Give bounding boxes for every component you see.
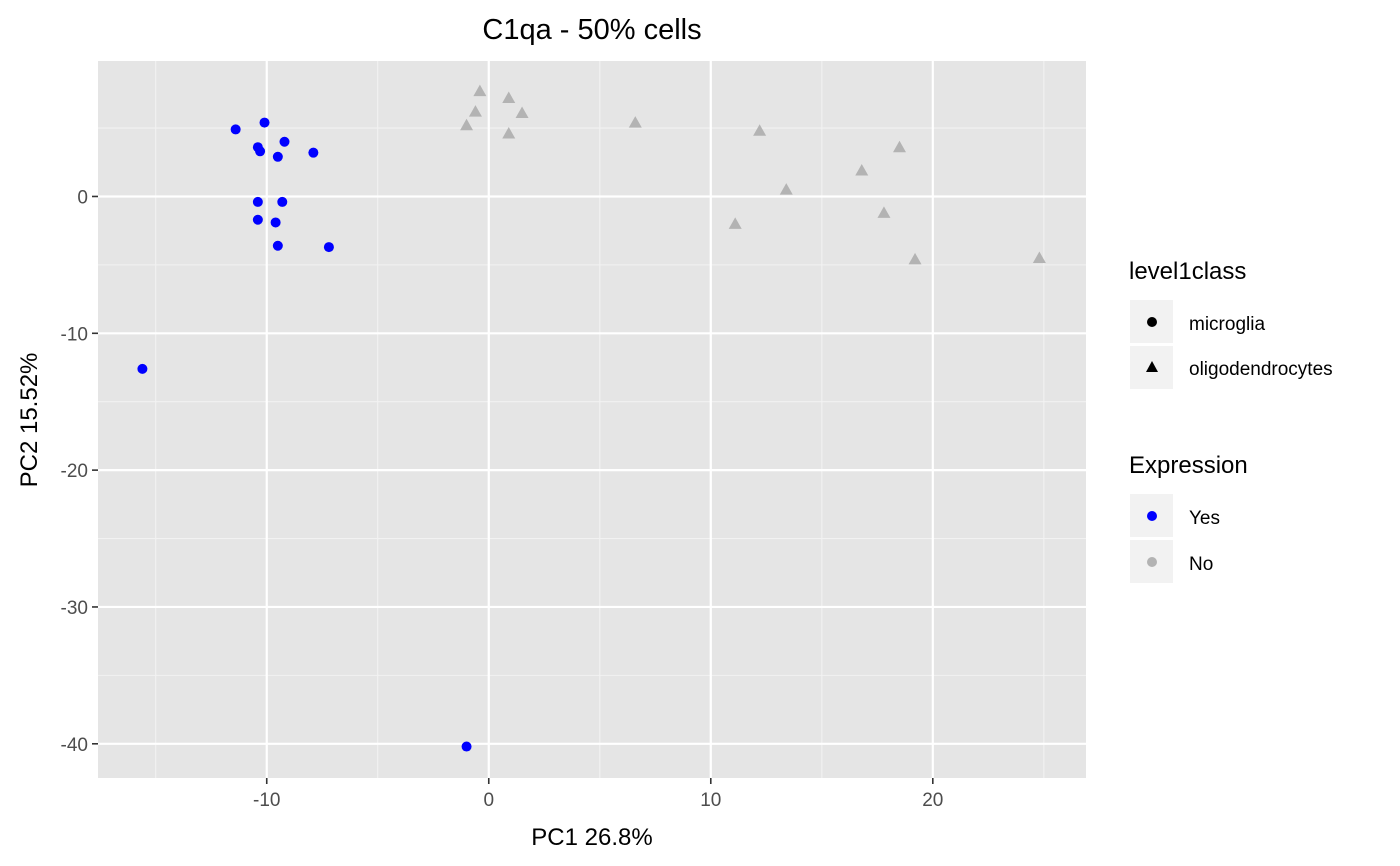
- x-tick-label: -10: [253, 790, 280, 811]
- data-point-microglia: [137, 363, 148, 374]
- legend-label-microglia: microglia: [1189, 314, 1265, 335]
- y-tick-label: -30: [61, 598, 88, 619]
- data-points: [137, 84, 1046, 752]
- legend-label-no: No: [1189, 554, 1213, 575]
- data-point-microglia: [259, 117, 270, 128]
- data-point-oligodendrocytes: [1032, 251, 1046, 264]
- data-point-oligodendrocytes: [473, 84, 487, 97]
- data-point-microglia: [252, 214, 263, 225]
- data-point-microglia: [279, 136, 290, 147]
- data-point-oligodendrocytes: [515, 106, 529, 118]
- data-point-microglia: [255, 146, 266, 157]
- legend-expression: Expression Yes No: [1129, 452, 1248, 583]
- legend-level1class: level1class microglia oligodendrocytes: [1129, 258, 1333, 389]
- x-tick-label: 10: [700, 790, 721, 811]
- data-point-microglia: [252, 196, 263, 207]
- data-point-oligodendrocytes: [502, 91, 516, 103]
- data-point-oligodendrocytes: [502, 127, 516, 139]
- major-grid: [98, 61, 1086, 778]
- legend-symbol-circle: [1147, 317, 1157, 327]
- data-point-oligodendrocytes: [728, 217, 742, 229]
- plot-panel: [98, 61, 1086, 778]
- data-point-microglia: [230, 124, 241, 135]
- data-point-microglia: [277, 196, 288, 207]
- y-axis-title: PC2 15.52%: [16, 353, 43, 488]
- legend-symbol-triangle: [1146, 361, 1158, 372]
- y-tick-label: -40: [61, 735, 88, 756]
- legend-title-level1class: level1class: [1129, 258, 1246, 285]
- x-tick-label: 0: [483, 790, 494, 811]
- legend-label-yes: Yes: [1189, 508, 1220, 529]
- minor-grid: [98, 61, 1086, 778]
- data-point-oligodendrocytes: [753, 124, 767, 136]
- y-tick-label: 0: [77, 187, 88, 208]
- data-point-oligodendrocytes: [908, 252, 922, 265]
- data-point-microglia: [308, 147, 319, 158]
- axis-ticks: -10 0 10 20 -40 -30 -20 -10 0: [61, 187, 944, 811]
- data-point-oligodendrocytes: [893, 140, 907, 153]
- data-point-microglia: [461, 741, 472, 752]
- data-point-microglia: [270, 217, 281, 228]
- data-point-oligodendrocytes: [628, 116, 642, 128]
- data-point-oligodendrocytes: [468, 105, 482, 117]
- legend-title-expression: Expression: [1129, 452, 1248, 479]
- legend-label-oligodendrocytes: oligodendrocytes: [1189, 359, 1333, 380]
- y-tick-label: -10: [61, 324, 88, 345]
- data-point-oligodendrocytes: [877, 206, 891, 218]
- data-point-oligodendrocytes: [460, 118, 474, 131]
- x-axis-title: PC1 26.8%: [531, 824, 652, 851]
- x-tick-label: 20: [922, 790, 943, 811]
- chart-title: C1qa - 50% cells: [482, 14, 701, 46]
- legend-symbol-no: [1147, 557, 1157, 567]
- data-point-microglia: [272, 151, 283, 162]
- data-point-microglia: [323, 242, 334, 253]
- legend-symbol-yes: [1147, 511, 1157, 521]
- y-tick-label: -20: [61, 461, 88, 482]
- data-point-oligodendrocytes: [779, 183, 793, 195]
- data-point-oligodendrocytes: [855, 163, 869, 176]
- data-point-microglia: [272, 240, 283, 251]
